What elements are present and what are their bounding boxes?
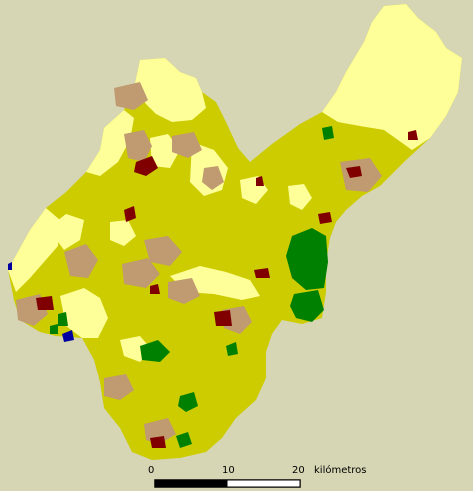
scale-tick-label-10: 10 <box>222 465 235 476</box>
scale-tick-label-20: 20 <box>292 465 305 476</box>
scale-bar-segment-1 <box>155 480 227 487</box>
scale-bar-segment-2 <box>226 479 301 488</box>
brown-areas <box>16 82 382 444</box>
urban-areas <box>36 130 418 448</box>
forest-areas <box>50 126 334 448</box>
scale-tick-label-0: 0 <box>148 465 155 476</box>
scale-bar <box>154 479 301 488</box>
water-bodies <box>8 262 74 342</box>
scale-unit-label: kilómetros <box>314 465 367 476</box>
